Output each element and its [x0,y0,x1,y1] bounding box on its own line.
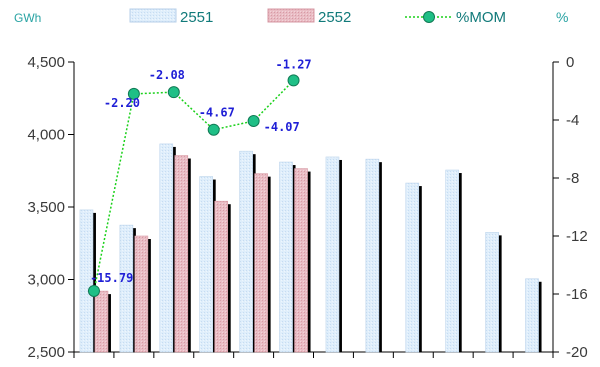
legend-label-2551: 2551 [180,9,213,26]
mom-marker [207,123,220,136]
left-tick-label: 4,000 [27,127,65,144]
bar-2551 [405,182,420,353]
mom-line-group [87,74,300,297]
mom-marker [127,87,140,100]
right-tick-label: -20 [566,344,588,361]
mom-data-label: -4.07 [264,120,300,134]
right-tick-label: -4 [566,112,579,129]
left-tick-label: 4,500 [27,54,65,71]
right-tick-label: 0 [566,54,574,71]
bar-2552 [214,200,229,353]
bars-group [79,143,542,353]
bar-2552 [94,290,109,353]
bar-2551 [445,169,460,353]
bar-2552 [134,235,149,353]
mom-data-label: -2.08 [149,68,185,82]
legend-swatch-2551 [129,8,177,23]
bar-2551 [365,158,380,353]
mom-labels-group: -15.79 -2.20 -2.08 -4.67 -4.07 -1.27 [90,57,312,285]
bar-2552 [254,173,268,353]
mom-marker [87,284,100,297]
left-tick-label: 3,500 [27,199,65,216]
legend-marker-mom [423,11,435,23]
legend-label-2552: 2552 [318,9,351,26]
left-axis-ticks: 2,500 3,000 3,500 4,000 4,500 [27,54,74,361]
mom-line [93,79,295,292]
right-tick-label: -12 [566,228,588,245]
y2-axis-unit-label: % [556,9,568,25]
x-axis-ticks [73,352,554,358]
bar-2551 [525,278,539,353]
mom-marker [287,74,300,87]
bar-2551 [199,176,214,353]
right-tick-label: -8 [566,170,579,187]
bar-2551 [325,156,340,353]
bar-2552 [174,155,189,353]
bar-2551 [79,209,94,353]
right-tick-label: -16 [566,286,588,303]
left-tick-label: 2,500 [27,344,65,361]
left-tick-label: 3,000 [27,272,65,289]
mom-marker [167,86,180,99]
bar-2551 [485,232,499,353]
bar-2551 [119,224,134,353]
mom-data-label: -15.79 [90,271,133,285]
mom-data-label: -4.67 [199,106,235,120]
legend-label-mom: %MOM [456,9,506,26]
bar-2551 [159,143,174,353]
mom-marker [247,115,260,128]
right-axis-ticks: -20 -16 -12 -8 -4 0 [553,54,588,361]
bar-2551 [279,161,293,353]
bar-2551 [239,150,253,353]
mom-data-label: -1.27 [276,57,312,71]
y-axis-unit-label: GWh [14,11,41,25]
mom-data-label: -2.20 [104,96,140,110]
bar-2552 [294,168,308,353]
legend-swatch-2552 [267,8,315,23]
